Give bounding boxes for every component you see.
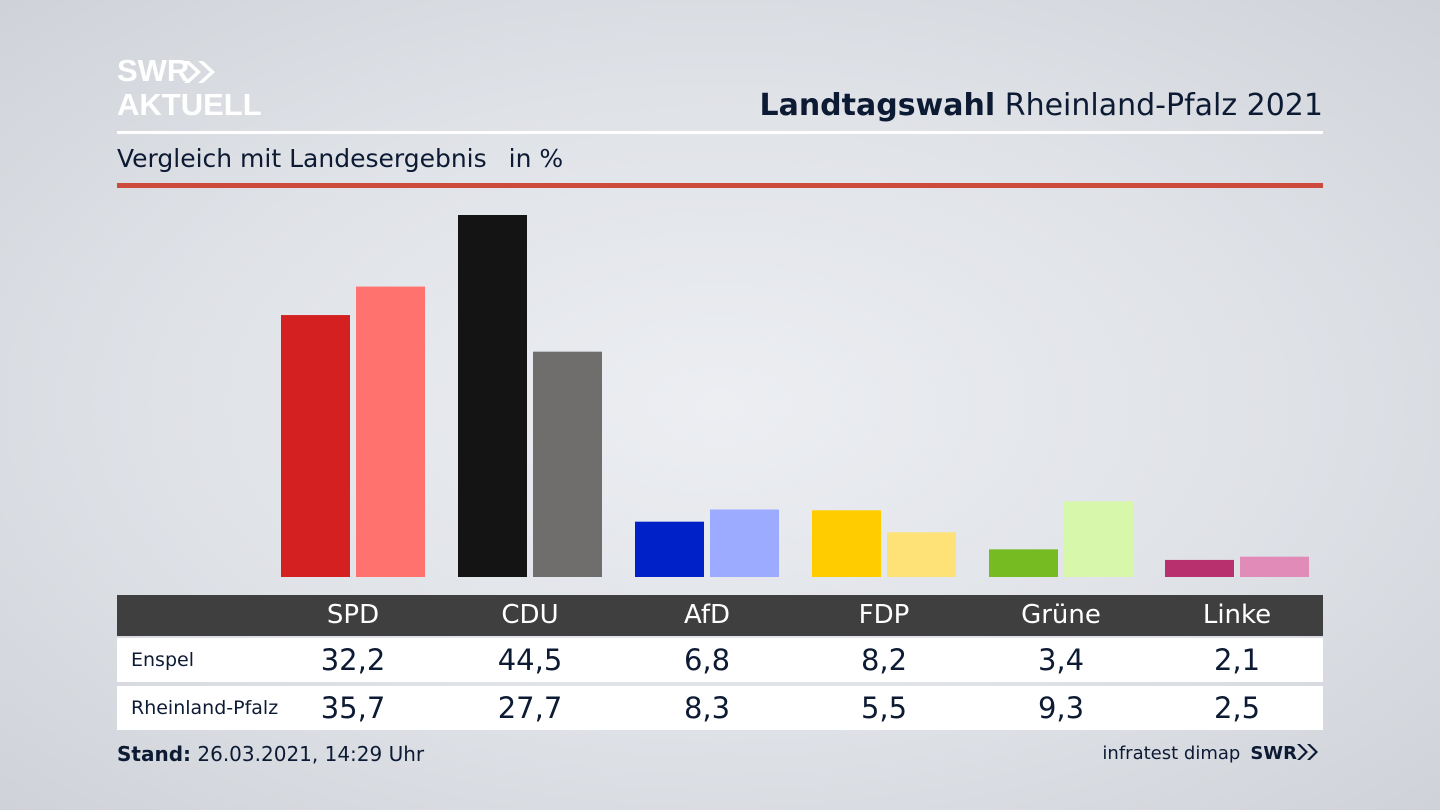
- title-bold: Landtagswahl: [759, 88, 996, 123]
- table-header: SPD CDU AfD FDP Grüne Linke: [117, 595, 1323, 636]
- bar-fdp-series2: [887, 532, 956, 577]
- source-logo: SWR: [1250, 743, 1297, 764]
- row-label: Enspel: [131, 649, 194, 671]
- timestamp: Stand: 26.03.2021, 14:29 Uhr: [117, 740, 424, 768]
- column-header: Linke: [1202, 600, 1272, 630]
- bar-afd-series1: [635, 521, 704, 577]
- column-header: FDP: [858, 600, 910, 630]
- table-cell: 8,2: [860, 643, 908, 677]
- page-title: Landtagswahl Rheinland-Pfalz 2021: [759, 86, 1323, 126]
- subtitle-unit: in %: [508, 144, 564, 173]
- table-cell: 44,5: [497, 643, 563, 677]
- row-label: Rheinland-Pfalz: [131, 697, 279, 719]
- bar-afd-series2: [710, 509, 779, 577]
- column-header: AfD: [683, 600, 731, 630]
- logo-line1: SWR: [117, 55, 189, 88]
- stand-value: 26.03.2021, 14:29 Uhr: [197, 742, 425, 766]
- bar-grne-series2: [1064, 501, 1133, 577]
- chart-subtitle: Vergleich mit Landesergebnis in %: [117, 142, 563, 176]
- stand-label: Stand:: [117, 742, 192, 766]
- chevron-icon: [1297, 744, 1318, 760]
- bar-grne-series1: [989, 549, 1058, 577]
- table-cell: 2,5: [1213, 691, 1261, 725]
- table-cell: 6,8: [683, 643, 731, 677]
- subtitle-text: Vergleich mit Landesergebnis: [117, 144, 487, 173]
- table-cell: 5,5: [860, 691, 908, 725]
- table-cell: 9,3: [1037, 691, 1085, 725]
- bar-spd-series1: [281, 315, 350, 577]
- logo-chevron-2: [198, 61, 215, 83]
- column-header: Grüne: [1021, 600, 1101, 630]
- bar-spd-series2: [356, 286, 425, 577]
- table-cell: 35,7: [320, 691, 386, 725]
- accent-rule: [117, 183, 1323, 188]
- bar-linke-series1: [1165, 559, 1234, 577]
- swr-aktuell-logo: SWR AKTUELL: [117, 55, 277, 119]
- source-credit: infratest dimap SWR: [1102, 740, 1323, 768]
- source-text: infratest dimap: [1102, 743, 1241, 764]
- table-row: Enspel 32,2 44,5 6,8 8,2 3,4 2,1: [117, 638, 1323, 682]
- bar-cdu-series2: [533, 351, 602, 577]
- table-cell: 2,1: [1213, 643, 1261, 677]
- title-rest: Rheinland-Pfalz 2021: [1004, 88, 1323, 123]
- logo-line2: AKTUELL: [117, 87, 262, 119]
- bar-linke-series2: [1240, 556, 1309, 577]
- bar-fdp-series1: [812, 510, 881, 577]
- header-divider: [117, 131, 1323, 134]
- logo-chevron-1: [184, 61, 201, 83]
- bar-cdu-series1: [458, 215, 527, 577]
- table-cell: 3,4: [1037, 643, 1085, 677]
- table-row: Rheinland-Pfalz 35,7 27,7 8,3 5,5 9,3 2,5: [117, 686, 1323, 730]
- table-cell: 8,3: [683, 691, 731, 725]
- table-cell: 32,2: [320, 643, 386, 677]
- column-header: SPD: [326, 600, 380, 630]
- table-cell: 27,7: [497, 691, 563, 725]
- column-header: CDU: [501, 600, 559, 630]
